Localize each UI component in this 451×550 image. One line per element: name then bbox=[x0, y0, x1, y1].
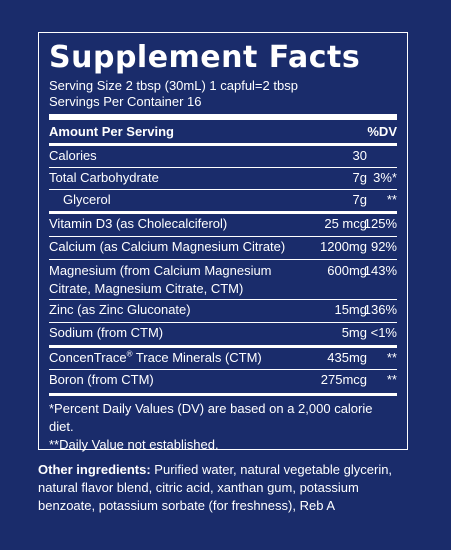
nutrient-name-line-2: Citrate, Magnesium Citrate, CTM) bbox=[49, 281, 244, 296]
nutrient-name-prefix: ConcenTrace bbox=[49, 350, 127, 365]
nutrient-amount: 7g bbox=[352, 170, 367, 185]
nutrient-amount: 25 mcg bbox=[324, 216, 367, 231]
nutrient-name: Total Carbohydrate bbox=[49, 170, 159, 185]
nutrient-name: Zinc (as Zinc Gluconate) bbox=[49, 302, 191, 317]
panel-title: Supplement Facts bbox=[49, 40, 361, 75]
nutrient-amount: 600mg bbox=[327, 263, 367, 278]
nutrient-dv: 143% bbox=[363, 263, 397, 278]
nutrient-row-magnesium: Magnesium (from Calcium Magnesium Citrat… bbox=[49, 260, 397, 299]
nutrient-amount: 7g bbox=[352, 192, 367, 207]
nutrient-name: Calcium (as Calcium Magnesium Citrate) bbox=[49, 239, 286, 254]
nutrient-amount: 5mg bbox=[341, 325, 367, 340]
nutrient-row-vitamin-d3: Vitamin D3 (as Cholecalciferol) 25 mcg 1… bbox=[49, 214, 397, 236]
nutrient-row-total-carbohydrate: Total Carbohydrate 7g 3%* bbox=[49, 168, 397, 189]
header-amount-label: Amount Per Serving bbox=[49, 124, 174, 139]
nutrient-name: ConcenTrace® Trace Minerals (CTM) bbox=[49, 350, 262, 365]
nutrient-dv: 136% bbox=[363, 302, 397, 317]
nutrient-name-suffix: Trace Minerals (CTM) bbox=[132, 350, 262, 365]
divider-medium bbox=[49, 211, 397, 214]
other-ingredients-text: Purified water, natural vegetable glycer… bbox=[38, 462, 393, 513]
divider-medium bbox=[49, 345, 397, 348]
registered-mark: ® bbox=[126, 349, 133, 359]
nutrient-dv: 92% bbox=[370, 239, 397, 254]
nutrient-row-sodium: Sodium (from CTM) 5mg <1% bbox=[49, 323, 397, 345]
nutrient-dv: 3%* bbox=[373, 170, 397, 185]
nutrient-name: Boron (from CTM) bbox=[49, 372, 154, 387]
serving-size: Serving Size 2 tbsp (30mL) 1 capful=2 tb… bbox=[49, 78, 298, 93]
divider-thin bbox=[49, 167, 397, 168]
nutrient-amount: 435mg bbox=[327, 350, 367, 365]
divider-thin bbox=[49, 299, 397, 300]
nutrient-dv: <1% bbox=[370, 325, 397, 340]
other-ingredients-label: Other ingredients: bbox=[38, 462, 151, 477]
nutrient-row-boron: Boron (from CTM) 275mcg ** bbox=[49, 370, 397, 391]
header-dv-label: %DV bbox=[367, 124, 397, 139]
nutrient-name: Magnesium (from Calcium Magnesium bbox=[49, 263, 272, 278]
supplement-facts-panel: Supplement Facts Serving Size 2 tbsp (30… bbox=[38, 32, 408, 452]
nutrient-row-zinc: Zinc (as Zinc Gluconate) 15mg 136% bbox=[49, 300, 397, 322]
divider-thick bbox=[49, 114, 397, 120]
nutrient-row-glycerol: Glycerol 7g ** bbox=[49, 190, 397, 211]
divider-thin bbox=[49, 322, 397, 323]
table-header: Amount Per Serving %DV bbox=[49, 120, 397, 143]
nutrient-row-calcium: Calcium (as Calcium Magnesium Citrate) 1… bbox=[49, 237, 397, 259]
nutrient-name: Glycerol bbox=[63, 192, 111, 207]
divider-medium bbox=[49, 143, 397, 146]
divider-thin bbox=[49, 236, 397, 237]
nutrient-row-concentrace: ConcenTrace® Trace Minerals (CTM) 435mg … bbox=[49, 348, 397, 369]
footnote-not-established: **Daily Value not established. bbox=[49, 437, 219, 452]
nutrient-name: Sodium (from CTM) bbox=[49, 325, 164, 340]
nutrient-row-calories: Calories 30 bbox=[49, 146, 397, 167]
footnote-daily-values: *Percent Daily Values (DV) are based on … bbox=[49, 401, 373, 434]
nutrient-name: Vitamin D3 (as Cholecalciferol) bbox=[49, 216, 228, 231]
divider-thin bbox=[49, 369, 397, 370]
servings-per-container: Servings Per Container 16 bbox=[49, 94, 202, 109]
footnotes: *Percent Daily Values (DV) are based on … bbox=[49, 396, 397, 454]
other-ingredients: Other ingredients: Purified water, natur… bbox=[38, 461, 408, 515]
nutrient-amount: 30 bbox=[352, 148, 367, 163]
divider-thin bbox=[49, 259, 397, 260]
nutrient-amount: 15mg bbox=[334, 302, 367, 317]
divider-thin bbox=[49, 189, 397, 190]
nutrient-dv: ** bbox=[386, 372, 397, 387]
nutrient-dv: 125% bbox=[363, 216, 397, 231]
nutrient-dv: ** bbox=[386, 192, 397, 207]
nutrient-amount: 275mcg bbox=[320, 372, 367, 387]
nutrient-name: Calories bbox=[49, 148, 97, 163]
divider-medium bbox=[49, 393, 397, 396]
nutrient-amount: 1200mg bbox=[320, 239, 367, 254]
nutrient-dv: ** bbox=[386, 350, 397, 365]
